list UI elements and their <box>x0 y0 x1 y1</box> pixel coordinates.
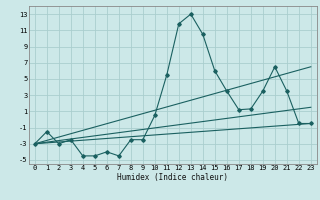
X-axis label: Humidex (Indice chaleur): Humidex (Indice chaleur) <box>117 173 228 182</box>
